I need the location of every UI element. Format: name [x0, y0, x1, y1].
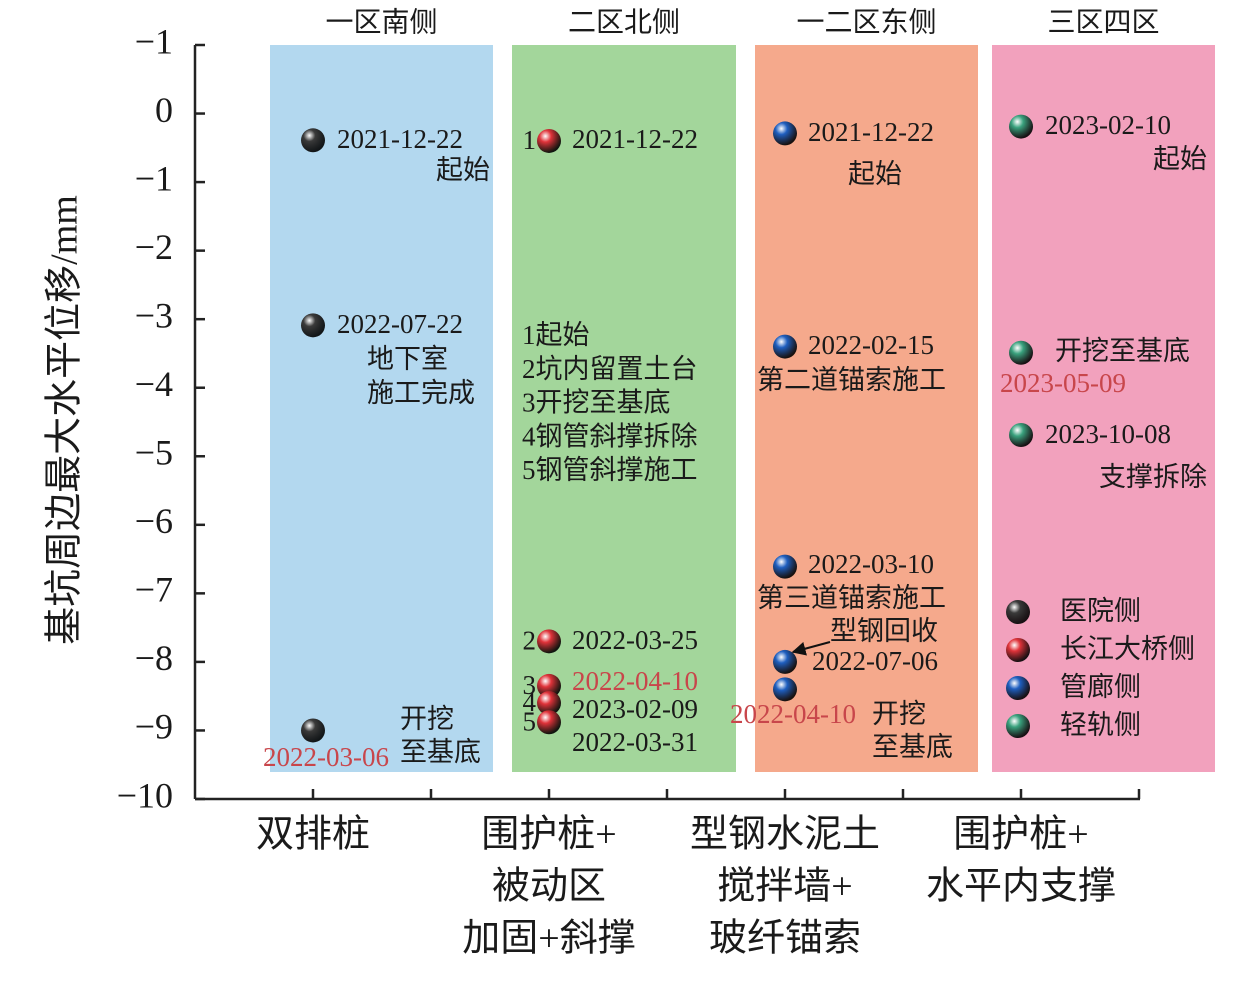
- key-note: 1起始: [522, 320, 590, 350]
- key-note: 2坑内留置土台: [522, 354, 698, 384]
- y-tick-label: −4: [135, 364, 173, 404]
- legend-marker: [1006, 600, 1030, 624]
- point: [773, 121, 797, 146]
- note-label: 起始: [1153, 144, 1207, 174]
- note-label: 开挖: [872, 699, 926, 729]
- legend-marker: [1006, 714, 1030, 738]
- key-note: 3开挖至基底: [522, 388, 671, 418]
- point: [301, 313, 325, 338]
- x-tick-label: 水平内支撑: [926, 866, 1116, 908]
- zone-band: [270, 45, 493, 772]
- date-label: 2021-12-22: [337, 124, 463, 154]
- note-arrow: [791, 641, 831, 656]
- x-tick-label: 围护桩+: [481, 814, 616, 856]
- point: [537, 629, 561, 654]
- note-label: 至基底: [400, 737, 481, 767]
- y-tick-label: −6: [135, 501, 173, 541]
- date-label: 2022-03-31: [572, 727, 698, 757]
- x-tick-label: 型钢水泥土: [690, 814, 880, 856]
- y-tick-label: −5: [135, 433, 173, 473]
- point: [773, 677, 797, 702]
- y-tick-label: −9: [135, 707, 173, 747]
- point: [773, 649, 797, 674]
- y-tick-label: −1: [135, 158, 173, 198]
- key-note: 4钢管斜撑拆除: [522, 421, 698, 451]
- legend-marker: [1006, 638, 1030, 662]
- date-label: 2021-12-22: [572, 124, 698, 154]
- date-label: 2022-04-10: [572, 666, 698, 696]
- date-label: 2022-02-15: [808, 330, 934, 360]
- y-tick-label: −1: [135, 21, 173, 61]
- zone-label: 二区北侧: [568, 6, 680, 38]
- x-tick-label: 双排桩: [256, 814, 370, 856]
- date-label: 2023-05-09: [1000, 368, 1126, 398]
- point: [1009, 340, 1033, 365]
- note-label: 支撑拆除: [1099, 462, 1207, 492]
- point: [1009, 114, 1033, 139]
- point-marker-label: 2: [523, 626, 537, 656]
- note-label: 起始: [848, 159, 902, 189]
- x-tick-label: 玻纤锚索: [709, 918, 861, 960]
- point: [301, 718, 325, 743]
- point: [773, 554, 797, 579]
- point: [537, 691, 561, 716]
- date-label: 2023-02-10: [1045, 110, 1171, 140]
- point-marker-label: 5: [523, 706, 537, 736]
- point: [773, 334, 797, 359]
- point: [537, 710, 561, 735]
- note-label: 施工完成: [367, 378, 475, 408]
- date-label: 2022-03-25: [572, 625, 698, 655]
- key-note: 5钢管斜撑施工: [522, 455, 698, 485]
- date-label: 2021-12-22: [808, 117, 934, 147]
- note-label: 开挖至基底: [1055, 336, 1190, 366]
- note-label: 开挖: [400, 704, 454, 734]
- date-label: 2022-07-06: [812, 646, 938, 676]
- zone-label: 三区四区: [1047, 7, 1159, 38]
- note-label: 第二道锚索施工: [757, 365, 946, 395]
- date-label: 2022-04-10: [730, 699, 856, 729]
- y-tick-label: 0: [155, 90, 173, 130]
- legend-marker: [1006, 676, 1030, 700]
- y-tick-label: −8: [135, 638, 173, 678]
- x-tick-label: 围护桩+: [953, 814, 1088, 856]
- zone-label: 一区南侧: [325, 6, 437, 38]
- y-axis-label: 基坑周边最大水平位移/mm: [44, 195, 86, 645]
- date-label: 2022-03-06: [263, 742, 389, 772]
- point: [301, 128, 325, 153]
- point-marker-label: 1: [523, 125, 537, 155]
- point-marker-label: 4: [523, 687, 537, 717]
- legend-label: 长江大桥侧: [1060, 634, 1195, 664]
- note-label: 地下室: [367, 344, 448, 374]
- note-label: 型钢回收: [830, 616, 938, 646]
- legend-label: 轻轨侧: [1060, 710, 1141, 740]
- x-tick-label: 加固+斜撑: [462, 918, 635, 960]
- date-label: 2023-02-09: [572, 694, 698, 724]
- note-label: 第三道锚索施工: [757, 583, 946, 613]
- point: [537, 128, 561, 153]
- note-label: 至基底: [872, 732, 953, 762]
- legend-label: 管廊侧: [1060, 672, 1141, 702]
- zone-label: 一二区东侧: [796, 6, 936, 38]
- y-tick-label: −2: [135, 227, 173, 267]
- date-label: 2023-10-08: [1045, 419, 1171, 449]
- date-label: 2022-07-22: [337, 309, 463, 339]
- legend-label: 医院侧: [1060, 596, 1141, 626]
- y-tick-label: −10: [117, 775, 173, 815]
- point: [537, 673, 561, 698]
- x-tick-label: 搅拌墙+: [717, 866, 852, 908]
- point: [1009, 423, 1033, 448]
- note-label: 起始: [436, 155, 490, 185]
- date-label: 2022-03-10: [808, 549, 934, 579]
- y-tick-label: −7: [135, 570, 173, 610]
- x-tick-label: 被动区: [492, 866, 606, 908]
- point-marker-label: 3: [523, 670, 537, 700]
- y-tick-label: −3: [135, 295, 173, 335]
